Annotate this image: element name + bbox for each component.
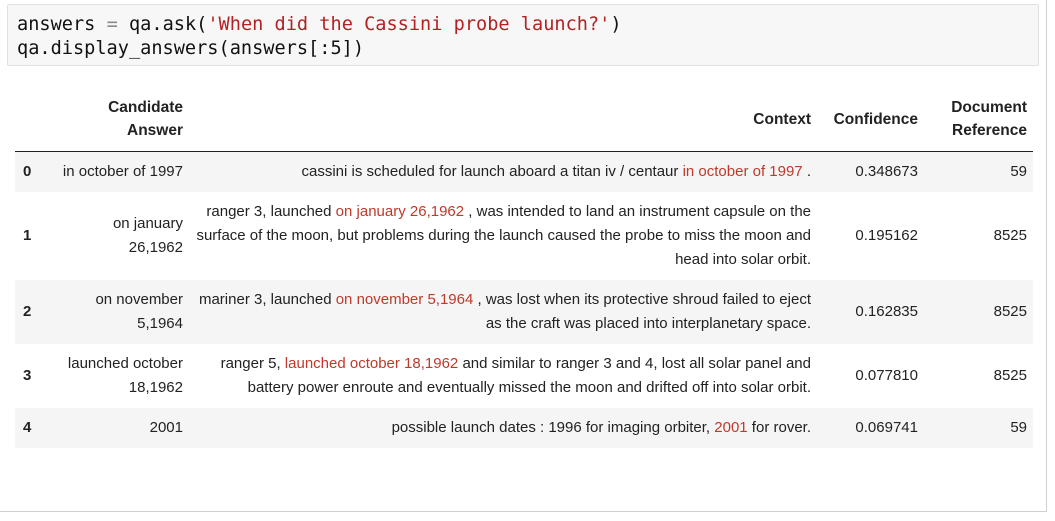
- code-close: ): [610, 14, 622, 35]
- header-index: [15, 92, 51, 152]
- context-text: , was intended to land an instrument cap…: [196, 203, 811, 268]
- context-highlight: on january 26,1962: [335, 203, 465, 220]
- row-index: 1: [23, 227, 32, 244]
- document-reference: 8525: [993, 367, 1027, 384]
- header-candidate-line1: Candidate: [108, 99, 183, 116]
- context-text: .: [802, 163, 811, 180]
- confidence-value: 0.077810: [855, 367, 918, 384]
- context-text: mariner 3, launched: [198, 291, 336, 308]
- answers-table: Candidate Answer Context Confidence Docum…: [15, 92, 1033, 448]
- context-text: and similar to ranger 3 and 4, lost all …: [247, 355, 811, 396]
- context-cell: mariner 3, launched on november 5,1964 ,…: [189, 280, 817, 344]
- candidate-answer: on november 5,1964: [51, 280, 189, 344]
- table-header-row: Candidate Answer Context Confidence Docum…: [15, 92, 1033, 152]
- context-text: ranger 3, launched: [206, 203, 336, 220]
- context-text: ranger 5,: [220, 355, 285, 372]
- row-index: 2: [15, 280, 51, 344]
- table-row: 3 launched october 18,1962 ranger 5, launc…: [15, 344, 1033, 408]
- document-reference: 8525: [924, 280, 1033, 344]
- context-cell: ranger 5, launched october 18,1962 and s…: [189, 344, 817, 408]
- confidence-value: 0.348673: [817, 151, 924, 192]
- context-highlight: launched october 18,1962: [284, 355, 459, 372]
- context-cell: ranger 3, launched on january 26,1962 , …: [189, 192, 817, 280]
- context-text: possible launch dates : 1996 for imaging…: [391, 419, 715, 436]
- row-index: 3: [23, 367, 32, 384]
- code-call: qa.ask(: [128, 14, 208, 35]
- row-index: 4: [15, 408, 51, 448]
- candidate-answer: 2001: [51, 408, 189, 448]
- header-candidate-line2: Answer: [127, 122, 183, 139]
- context-cell: cassini is scheduled for launch aboard a…: [189, 151, 817, 192]
- row-index: 0: [15, 151, 51, 192]
- table-row: 1 on january 26,1962 ranger 3, launched on…: [15, 192, 1033, 280]
- code-input-cell[interactable]: answers = qa.ask('When did the Cassini p…: [7, 4, 1039, 66]
- context-highlight: in october of 1997: [682, 163, 803, 180]
- confidence-value: 0.162835: [817, 280, 924, 344]
- header-context: Context: [189, 92, 817, 152]
- header-doc-line2: Reference: [952, 122, 1027, 139]
- context-highlight: 2001: [714, 419, 748, 436]
- table-row: 2 on november 5,1964 mariner 3, launched o…: [15, 280, 1033, 344]
- confidence-value: 0.069741: [817, 408, 924, 448]
- context-highlight: on november 5,1964: [335, 291, 474, 308]
- document-reference: 59: [924, 151, 1033, 192]
- candidate-answer: launched october 18,1962: [67, 355, 183, 396]
- table-row: 0 in october of 1997 cassini is scheduled …: [15, 151, 1033, 192]
- context-text: for rover.: [747, 419, 811, 436]
- header-document-reference: Document Reference: [924, 92, 1033, 152]
- candidate-answer: on january 26,1962: [112, 215, 183, 256]
- header-confidence: Confidence: [817, 92, 924, 152]
- code-variable: answers: [17, 14, 96, 35]
- code-operator: =: [106, 14, 118, 35]
- confidence-value: 0.195162: [855, 227, 918, 244]
- header-doc-line1: Document: [951, 99, 1027, 116]
- context-cell: possible launch dates : 1996 for imaging…: [189, 408, 817, 448]
- context-text: cassini is scheduled for launch aboard a…: [301, 163, 683, 180]
- context-text: , was lost when its protective shroud fa…: [473, 291, 811, 332]
- candidate-answer: in october of 1997: [51, 151, 189, 192]
- code-line-2: qa.display_answers(answers[:5]): [17, 38, 365, 59]
- header-candidate-answer: Candidate Answer: [51, 92, 189, 152]
- document-reference: 8525: [993, 227, 1027, 244]
- code-string: 'When did the Cassini probe launch?': [207, 14, 611, 35]
- table-row: 4 2001 possible launch dates : 1996 for im…: [15, 408, 1033, 448]
- notebook-cell-frame: [0, 0, 1047, 512]
- document-reference: 59: [924, 408, 1033, 448]
